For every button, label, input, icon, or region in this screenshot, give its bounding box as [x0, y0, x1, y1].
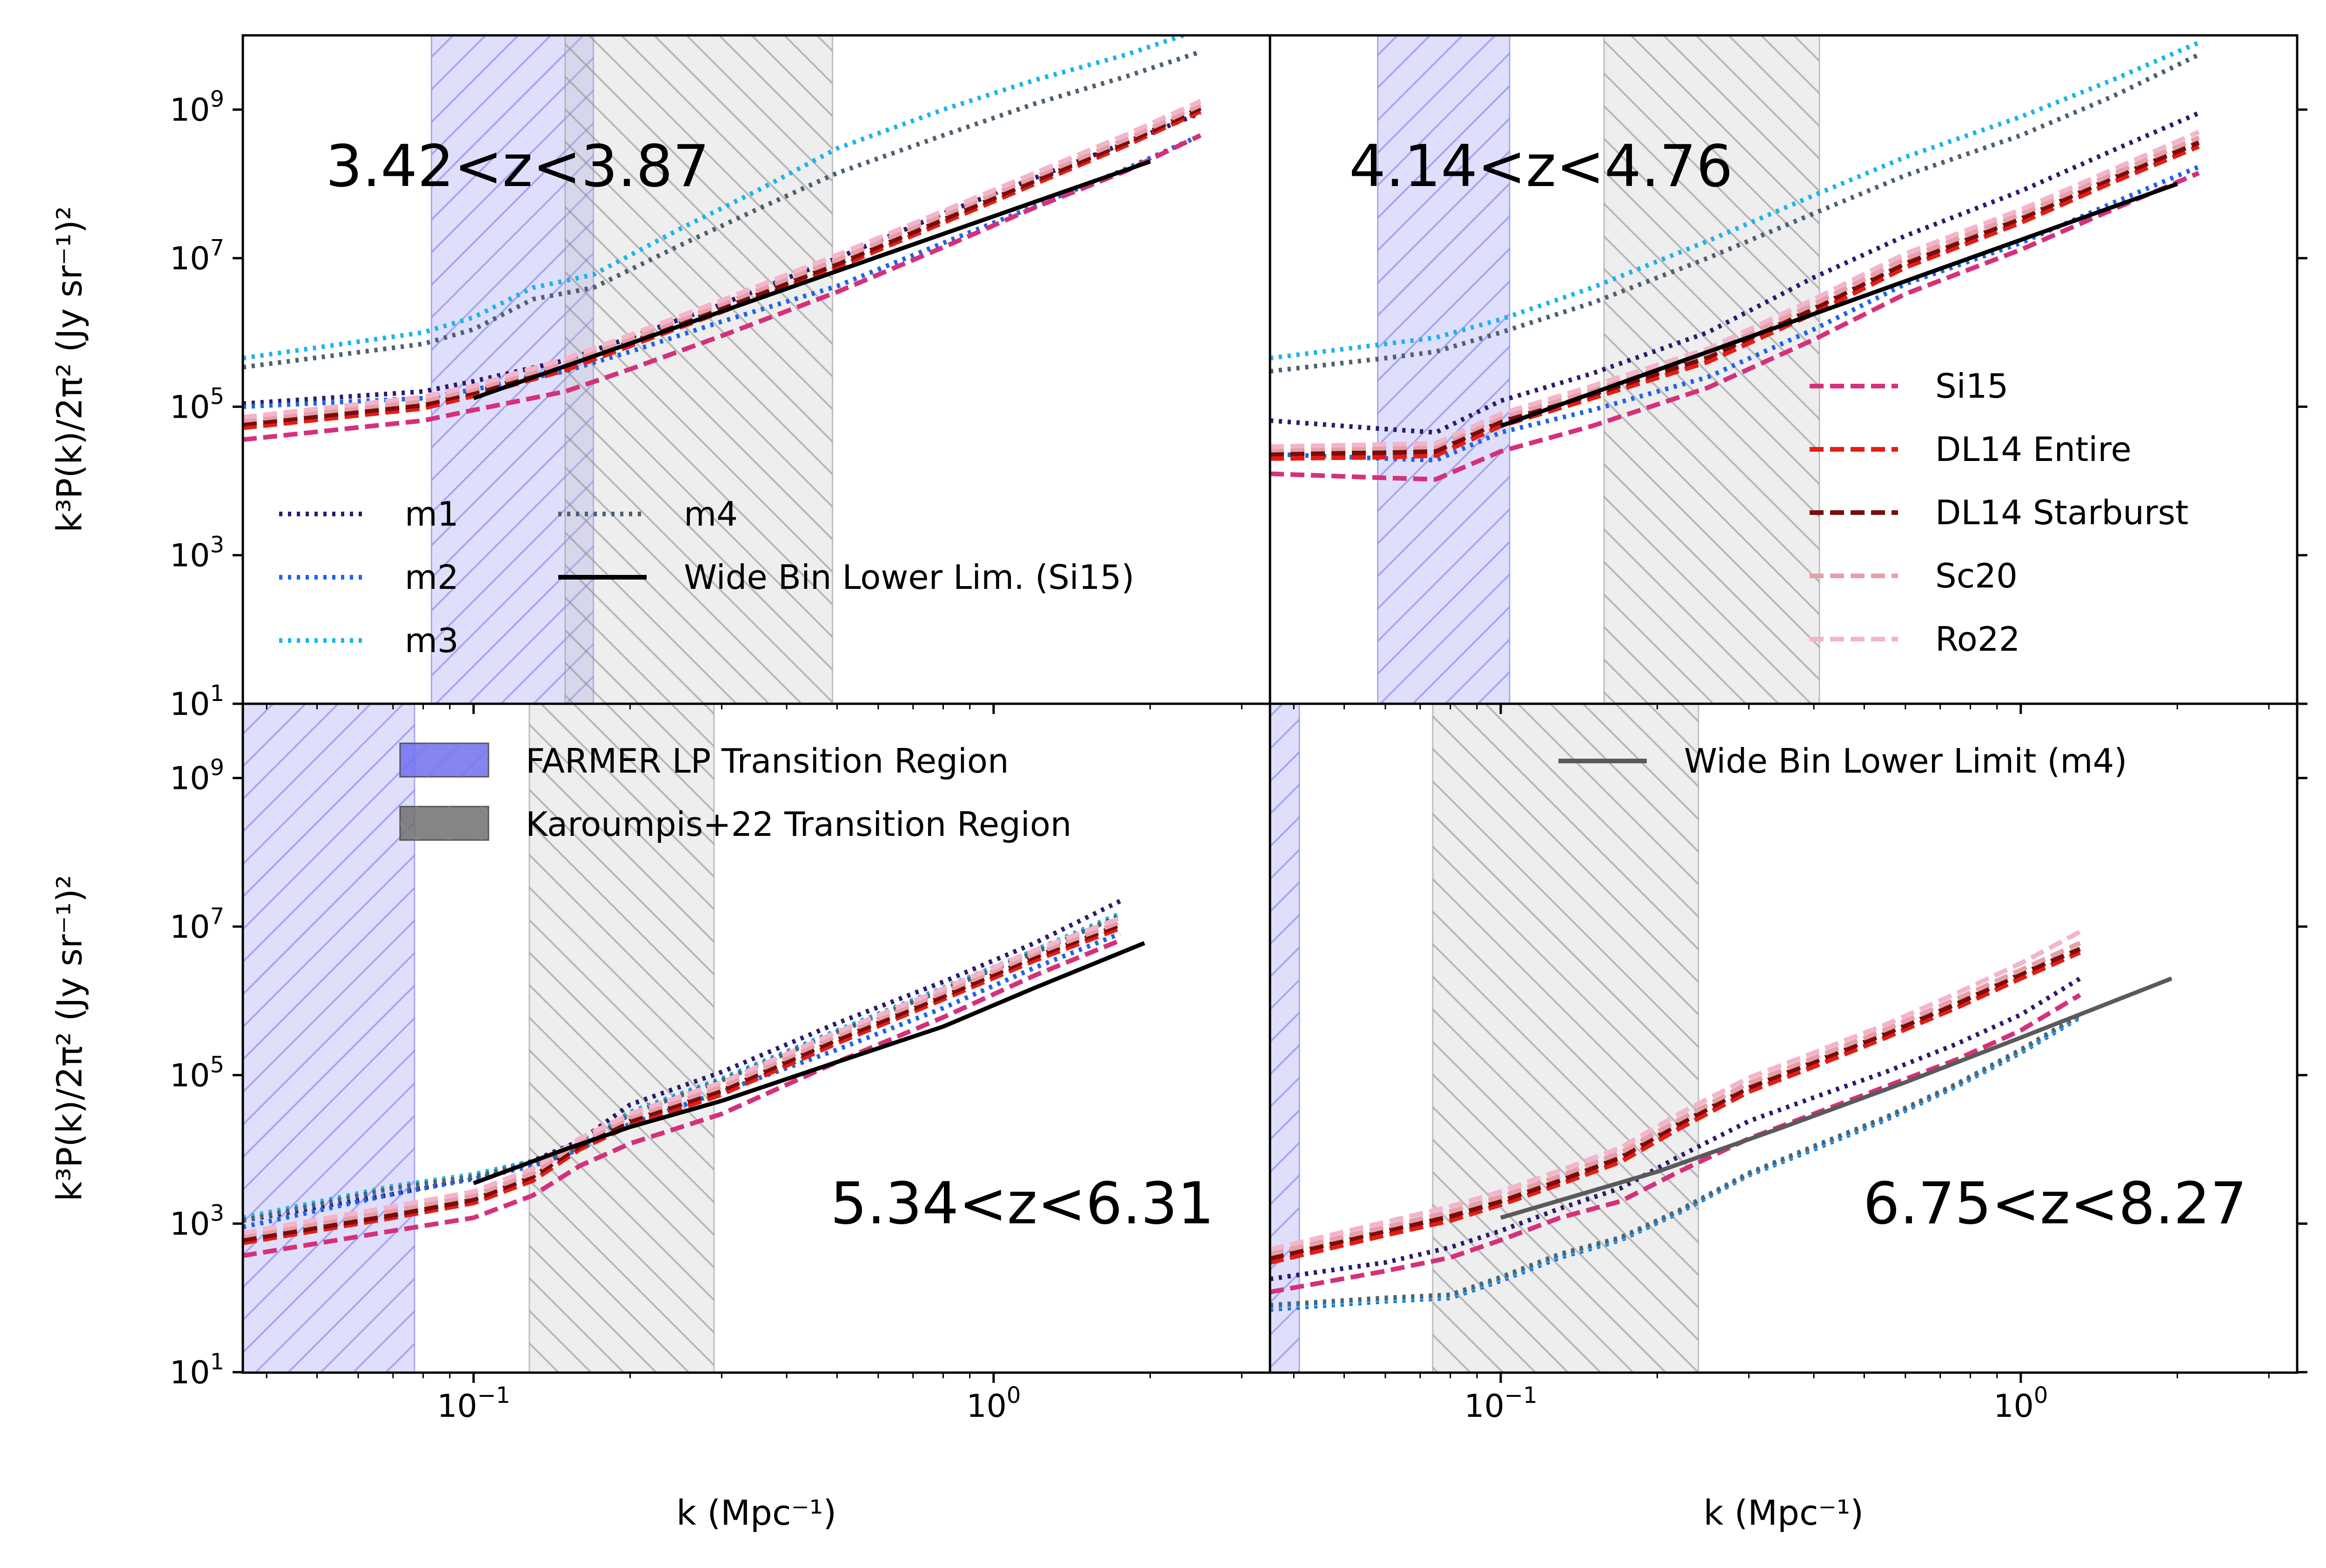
legend-label: DL14 Starburst	[1935, 493, 2188, 532]
panel-3: 6.75<z<8.27 Wide Bin Lower Limit (m4)	[1270, 704, 2247, 1373]
karoumpis-transition-hatch	[1432, 704, 1699, 1372]
panel-2-label: 5.34<z<6.31	[830, 1170, 1214, 1237]
y-axis-label: k³P(k)/2π² (Jy sr⁻¹)²	[50, 875, 90, 1201]
y-tick-label: 103	[170, 532, 224, 574]
panel-1-plot	[1270, 35, 2200, 704]
series-m1	[1270, 111, 2200, 435]
series-wide-bin-lower-lim-si15	[473, 941, 1145, 1186]
series-m1	[243, 899, 1121, 1223]
series-dl14-starburst	[1270, 947, 2081, 1261]
y-axis-label: k³P(k)/2π² (Jy sr⁻¹)²	[50, 206, 90, 533]
legend-swatch-hatch	[400, 743, 488, 777]
y-tick-label: 105	[170, 383, 224, 426]
legend-label: Si15	[1935, 367, 2008, 406]
legend-label: DL14 Entire	[1935, 430, 2132, 469]
series-sc20	[1270, 941, 2081, 1256]
series-m4	[1270, 53, 2200, 374]
panel-1: 4.14<z<4.76 Si15 DL14 Entire DL14 Starburs…	[1270, 35, 2200, 704]
series-ro22	[243, 916, 1121, 1235]
y-tick-label: 107	[170, 903, 224, 946]
series-ro22	[243, 99, 1202, 420]
series-m4	[1270, 1013, 2081, 1308]
y-tick-label: 101	[170, 681, 224, 723]
series-dl14-entire	[1270, 144, 2200, 461]
series-si15	[243, 133, 1202, 442]
karoumpis-transition-hatch	[529, 704, 714, 1372]
panel-2: 5.34<z<6.31 FARMER LP Transition Region K…	[243, 704, 1214, 1373]
legend-label: Ro22	[1935, 620, 2020, 659]
legend-swatch-hatch	[400, 807, 488, 840]
farmer-transition-hatch	[1270, 704, 1300, 1372]
legend-label: m2	[405, 558, 459, 597]
series-sc20	[243, 103, 1202, 423]
x-axis-label: k (Mpc⁻¹)	[1704, 1493, 1864, 1533]
legend-label: m3	[405, 621, 459, 660]
series-wide-bin-lower-lim-si15	[473, 160, 1151, 400]
panel-0: 3.42<z<3.87 m1 m2 m3 m4 Wide Bin Lower Lim. …	[243, 35, 1202, 704]
legend-label: FARMER LP Transition Region	[526, 741, 1009, 781]
x-tick-label: 100	[1993, 1382, 2048, 1425]
panel-1-legend: Si15 DL14 Entire DL14 Starburst Sc20 Ro22	[1810, 367, 2188, 659]
x-tick-label: 10−1	[437, 1382, 510, 1425]
panel-3-label: 6.75<z<8.27	[1863, 1170, 2247, 1237]
series-wide-bin-lower-limit-m4	[1500, 976, 2172, 1220]
series-dl14-entire	[1270, 950, 2081, 1265]
series-si15	[1270, 171, 2200, 482]
series-si15	[1270, 993, 2081, 1294]
series-m2	[243, 931, 1121, 1229]
x-tick-label: 100	[966, 1382, 1021, 1425]
panel-2-plot	[243, 704, 1145, 1373]
series-ro22	[1270, 929, 2081, 1252]
series-m3	[243, 35, 1191, 360]
y-tick-label: 101	[170, 1349, 224, 1391]
series-dl14-starburst	[1270, 140, 2200, 457]
series-wide-bin-lower-lim-si15	[1500, 182, 2178, 428]
series-si15	[243, 938, 1121, 1258]
x-axis-label: k (Mpc⁻¹)	[676, 1493, 836, 1533]
farmer-transition-hatch	[1377, 35, 1510, 704]
panel-3-legend: Wide Bin Lower Limit (m4)	[1558, 741, 2127, 781]
legend-label: Karoumpis+22 Transition Region	[526, 805, 1072, 844]
panel-2-legend: FARMER LP Transition Region Karoumpis+22 …	[399, 741, 1072, 844]
karoumpis-transition-hatch	[1604, 35, 1820, 704]
series-dl14-starburst	[243, 922, 1121, 1243]
legend-label: Wide Bin Lower Limit (m4)	[1684, 741, 2127, 781]
panel-0-label: 3.42<z<3.87	[326, 133, 709, 200]
legend-label: m4	[684, 494, 738, 534]
legend-label: m1	[405, 494, 459, 534]
panel-1-label: 4.14<z<4.76	[1349, 133, 1733, 200]
legend-label: Wide Bin Lower Lim. (Si15)	[684, 558, 1135, 597]
series-dl14-starburst	[243, 106, 1202, 427]
x-tick-label: 10−1	[1464, 1382, 1537, 1425]
ticks: 101 103 105 107 109 101 103 105 107 109 10−1 100 10−…	[170, 87, 2307, 1425]
y-tick-label: 109	[170, 755, 224, 797]
y-tick-label: 105	[170, 1052, 224, 1094]
series-sc20	[243, 920, 1121, 1239]
y-tick-label: 109	[170, 87, 224, 129]
series-ro22	[1270, 130, 2200, 449]
panel-0-legend: m1 m2 m3 m4 Wide Bin Lower Lim. (Si15)	[279, 494, 1135, 660]
panel-3-plot	[1270, 704, 2172, 1373]
karoumpis-transition-hatch	[565, 35, 833, 704]
farmer-transition-hatch	[243, 704, 415, 1372]
series-m1	[243, 111, 1202, 406]
legend-label: Sc20	[1935, 556, 2018, 595]
series-m3	[1270, 1014, 2081, 1310]
y-tick-label: 103	[170, 1201, 224, 1243]
y-tick-label: 107	[170, 235, 224, 277]
panel-0-plot	[243, 35, 1202, 704]
